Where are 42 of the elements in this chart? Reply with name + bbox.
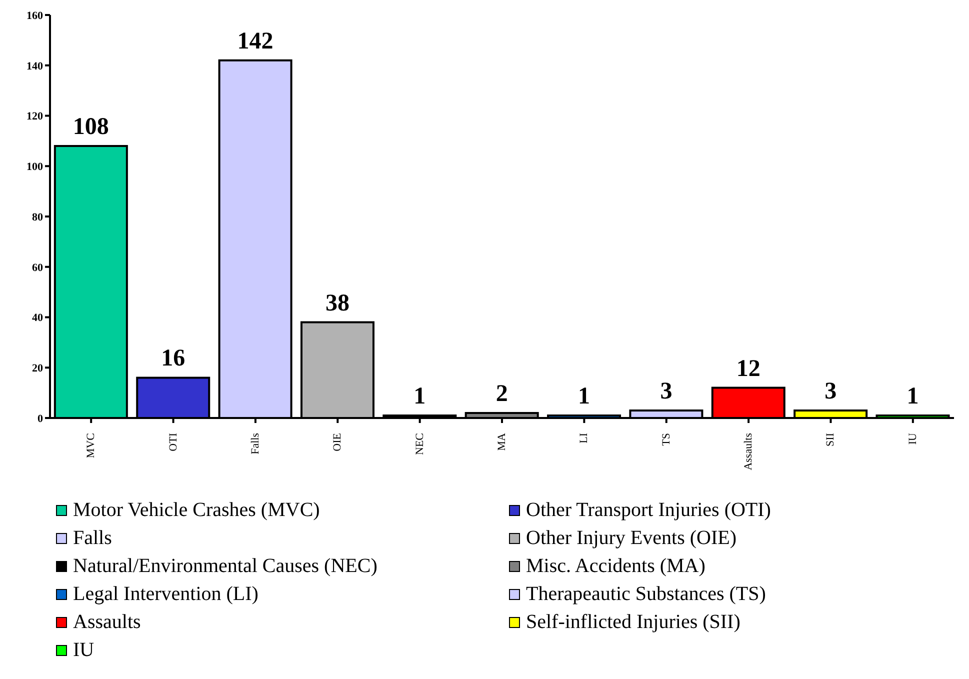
data-label: 1 [414,383,426,410]
x-tick-label: Assaults [742,433,755,470]
x-tick-label: NEC [414,433,426,455]
legend-label: Other Injury Events (OIE) [526,526,736,551]
y-tick-label: 120 [26,110,44,123]
data-label: 1 [906,383,919,410]
y-tick-label: 60 [32,262,44,274]
y-tick-label: 140 [26,60,44,72]
y-tick-label: 100 [26,161,44,174]
x-tick-label: OIE [332,432,344,452]
x-tick-label: LI [578,432,590,444]
legend-label: Falls [73,526,112,551]
x-tick-label: Falls [249,433,262,454]
data-label: 16 [161,346,186,372]
x-tick-label: IU [906,432,919,445]
legend-label: Other Transport Injuries (OTI) [526,498,771,523]
data-label: 142 [237,28,274,54]
x-tick-label: TS [660,433,672,446]
data-label: 12 [736,356,760,382]
x-tick-label: OTI [167,432,180,452]
x-tick-label: MA [496,432,508,451]
data-label: 2 [496,380,508,407]
y-tick-label: 160 [26,10,44,22]
legend-label: Misc. Accidents (MA) [526,554,706,579]
y-tick-label: 80 [32,211,44,224]
y-tick-label: 20 [32,362,44,375]
legend-label: Assaults [73,610,141,635]
x-tick-label: MVC [85,433,98,458]
data-label: 3 [824,378,837,404]
y-tick-label: 0 [38,412,44,425]
legend-label: Legal Intervention (LI) [73,582,258,607]
legend-label: Motor Vehicle Crashes (MVC) [73,498,320,523]
y-tick-label: 40 [32,312,44,324]
legend-label: Therapeautic Substances (TS) [526,582,766,607]
x-tick-label: SII [824,432,837,446]
legend-label: IU [73,638,94,663]
data-label: 38 [325,290,350,316]
data-label: 1 [578,383,590,410]
legend-label: Self-inflicted Injuries (SII) [526,610,740,635]
data-label: 108 [72,114,109,140]
legend-label: Natural/Environmental Causes (NEC) [73,554,378,579]
data-label: 3 [660,378,672,404]
